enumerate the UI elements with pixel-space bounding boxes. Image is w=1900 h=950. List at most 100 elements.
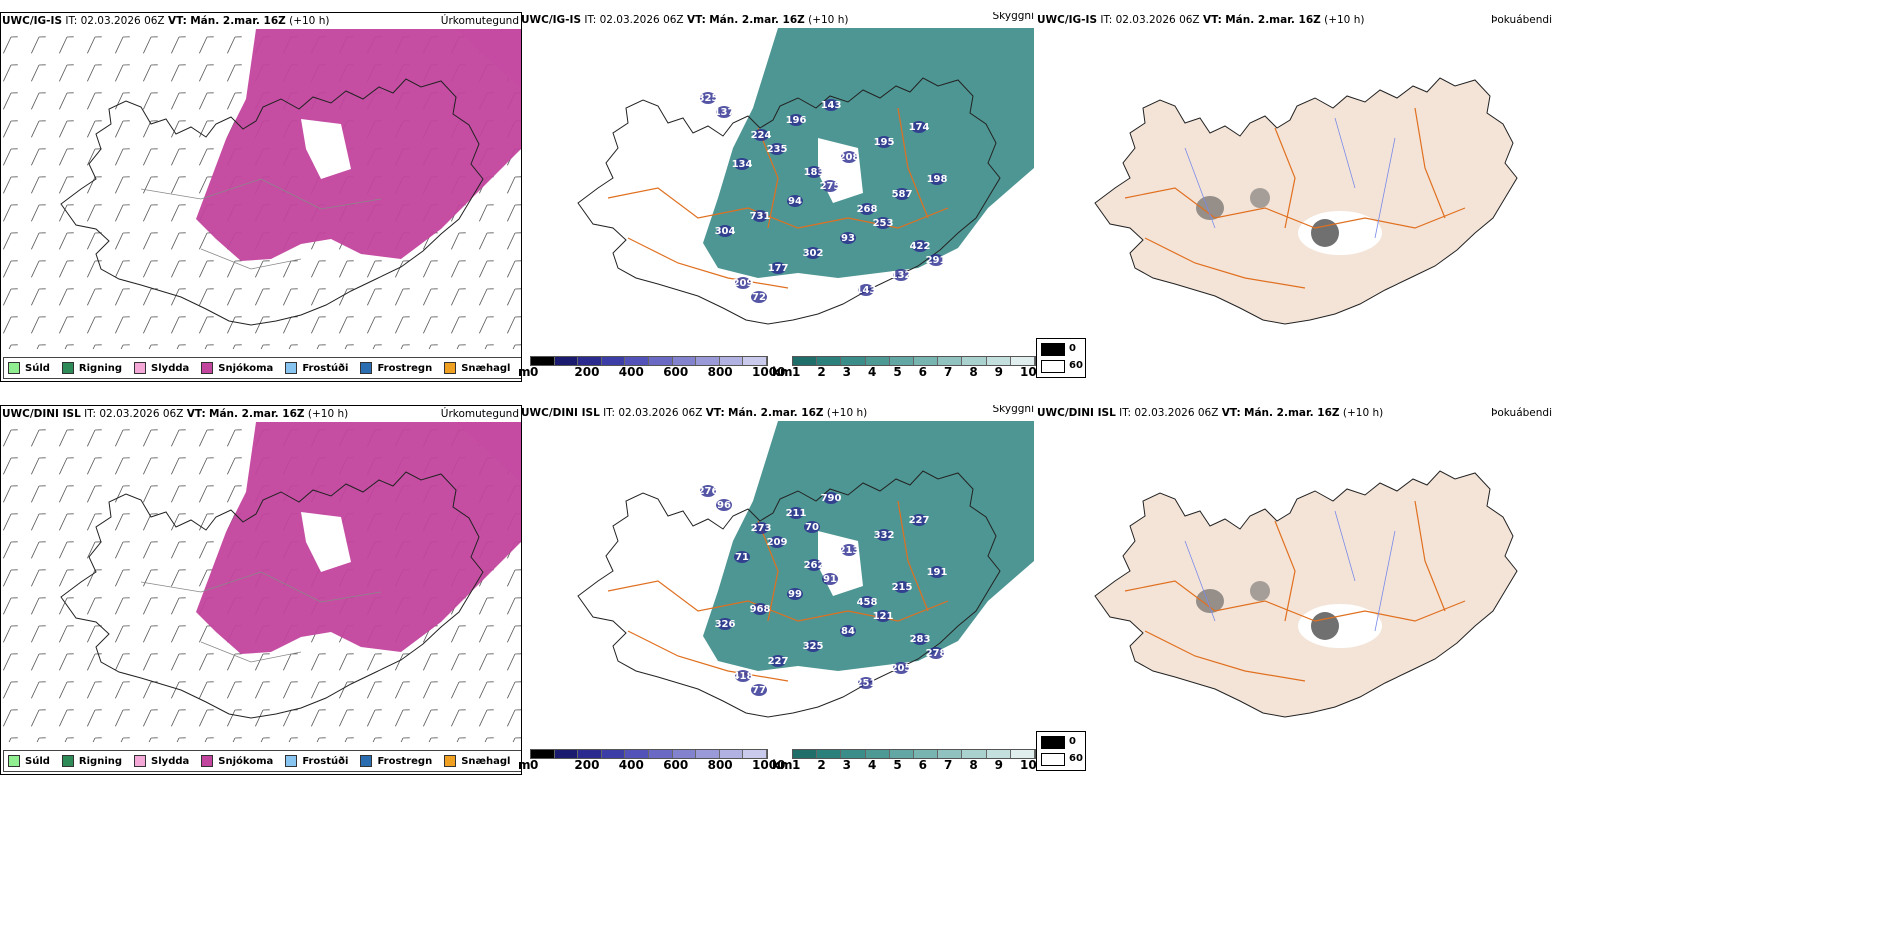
cloud-base-label: 273	[751, 523, 772, 534]
cloud-base-blob	[716, 499, 732, 511]
cloud-base-label: 213	[839, 545, 860, 556]
cloud-base-blob	[840, 625, 856, 637]
visibility-colorbar: km 1 2 3 4 5 6 7 8 9 10	[772, 749, 1037, 773]
visibility-panel-row2: UWC/DINI ISL IT: 02.03.2026 06Z VT: Mán.…	[520, 405, 1036, 773]
cloud-base-blob	[804, 521, 820, 533]
colorbar-tick: 1000	[752, 365, 786, 379]
legend-label: Frostregn	[377, 362, 433, 374]
cloud-base-blob	[822, 573, 838, 585]
visibility-colorbar: km 1 2 3 4 5 6 7 8 9 10	[772, 356, 1037, 380]
cloud-base-label: 332	[874, 530, 895, 541]
colorbar-step	[889, 357, 915, 365]
cloud-base-label: 137	[714, 107, 735, 118]
cloud-base-blob	[770, 262, 786, 274]
colorbar-step	[601, 750, 626, 758]
legend-swatch	[61, 755, 74, 767]
cloud-base-blob	[805, 247, 821, 259]
cloud-base-label: 196	[786, 115, 807, 126]
vt-label: VT:	[1202, 14, 1222, 26]
panel-title: Þokuábendi	[1491, 14, 1552, 26]
cloud-base-label: 276	[698, 486, 719, 497]
fog-label-0: 0	[1069, 343, 1076, 354]
legend-label: Snjókoma	[218, 362, 274, 374]
legend-swatch	[8, 362, 20, 374]
height-unit: m	[518, 758, 531, 772]
panel-title: Úrkomutegund	[440, 15, 519, 27]
cloud-base-blob	[823, 99, 839, 111]
colorbar-step	[986, 357, 1011, 365]
colorbar-tick: 8	[969, 758, 978, 772]
cloud-base-label: 191	[927, 567, 948, 578]
colorbar-tick: 400	[618, 365, 644, 379]
legend-label: Súld	[25, 362, 50, 374]
cloud-base-blob	[752, 603, 768, 615]
cloud-base-blob	[753, 522, 769, 534]
cloud-base-label: 205	[891, 663, 912, 674]
colorbar-tick: 10	[1020, 365, 1037, 379]
colorbar-step	[672, 357, 697, 365]
height-unit: m	[518, 365, 531, 379]
colorbar-tick: 7	[944, 758, 953, 772]
it-label: IT:	[84, 408, 97, 420]
cloud-base-blob	[858, 677, 874, 689]
fog-label-0: 0	[1069, 736, 1076, 747]
it-label: IT:	[1100, 14, 1113, 26]
cloud-base-label: 325	[698, 93, 719, 104]
cloud-base-label: 262	[804, 560, 825, 571]
cloud-base-label: 208	[839, 152, 860, 163]
colorbar-step	[672, 750, 697, 758]
fog-index-map	[1094, 77, 1518, 325]
precip-panel-row2: UWC/DINI ISL IT: 02.03.2026 06Z VT: Mán.…	[0, 405, 522, 775]
panel-header: UWC/DINI ISL IT: 02.03.2026 06Z VT: Mán.…	[1036, 405, 1554, 421]
cloud-base-label: 211	[786, 508, 807, 519]
cloud-base-blob	[805, 640, 821, 652]
colorbar-step	[986, 750, 1011, 758]
panel-title: Skyggni	[992, 405, 1035, 415]
legend-item: Frostúði	[285, 755, 348, 767]
fog-legend: 0 60	[1036, 731, 1086, 771]
cloud-base-blob	[875, 217, 891, 229]
legend-item: Slydda	[134, 362, 189, 374]
cloud-base-label: 418	[733, 671, 754, 682]
cloud-base-blob	[911, 121, 927, 133]
precip-legend: Súld Rigning Slydda Snjókoma Frostúði Frostre…	[3, 357, 521, 379]
colorbar-tick: 3	[842, 365, 852, 379]
visibility-map: 276 273 262 458 283 418 211 213 215 326 227 790 332 1…	[577, 421, 1034, 718]
fog-label-1: 60	[1069, 753, 1083, 764]
colorbar-step	[914, 357, 939, 365]
cloud-base-label: 326	[715, 619, 736, 630]
cloud-base-label: 304	[715, 226, 736, 237]
vt-value: Mán. 2.mar. 16Z	[190, 15, 286, 27]
cloud-base-blob	[840, 232, 856, 244]
cloud-base-blob	[841, 151, 857, 163]
model-name: UWC/DINI ISL	[2, 408, 81, 420]
cloud-base-label: 96	[717, 500, 731, 511]
panel-header: UWC/DINI ISL IT: 02.03.2026 06Z VT: Mán.…	[1, 406, 521, 422]
legend-item: Súld	[8, 755, 50, 767]
it-value: 02.03.2026 06Z	[1134, 407, 1219, 419]
vt-value: Mán. 2.mar. 16Z	[709, 14, 805, 26]
colorbar-tick: 400	[618, 758, 644, 772]
cloud-base-label: 731	[750, 211, 771, 222]
legend-swatch	[360, 362, 373, 374]
fog-swatch-0	[1041, 343, 1065, 356]
cloud-base-blob	[788, 114, 804, 126]
legend-label: Frostúði	[302, 362, 349, 374]
colorbar-step	[865, 357, 890, 365]
cloud-base-blob	[894, 188, 910, 200]
cloud-base-label: 215	[892, 582, 913, 593]
cloud-base-label: 195	[874, 137, 895, 148]
legend-item: Rigning	[61, 362, 122, 374]
cloud-base-blob	[770, 655, 786, 667]
cloud-base-label: 99	[788, 589, 802, 600]
cloud-base-blob	[858, 284, 874, 296]
model-name: UWC/IG-IS	[521, 14, 582, 26]
cloud-base-blob	[876, 529, 892, 541]
cloud-base-label: 93	[841, 233, 855, 244]
cloud-base-blob	[787, 588, 803, 600]
colorbar-tick: 10	[1020, 758, 1037, 772]
cloud-base-label: 77	[752, 685, 766, 696]
legend-swatch	[285, 755, 298, 767]
cloud-base-label: 251	[856, 678, 877, 689]
legend-swatch	[285, 362, 298, 374]
